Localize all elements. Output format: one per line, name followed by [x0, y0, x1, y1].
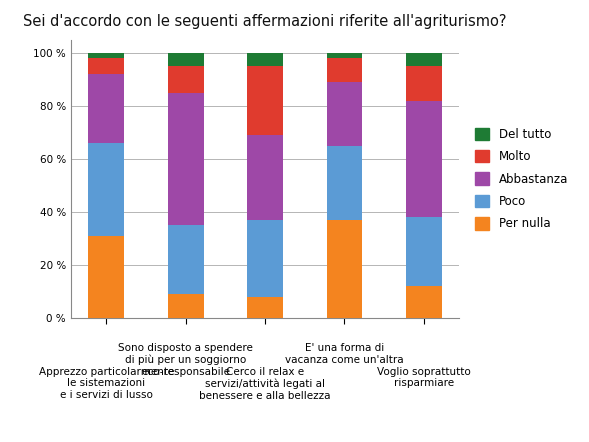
- Title: Sei d'accordo con le seguenti affermazioni riferite all'agriturismo?: Sei d'accordo con le seguenti affermazio…: [24, 14, 507, 29]
- Bar: [88, 58, 124, 74]
- Bar: [326, 220, 362, 318]
- Bar: [406, 101, 442, 217]
- Bar: [406, 53, 442, 66]
- Bar: [168, 93, 204, 225]
- Bar: [88, 53, 124, 58]
- Bar: [326, 58, 362, 82]
- Bar: [406, 286, 442, 318]
- Bar: [247, 220, 283, 297]
- Text: E' una forma di
vacanza come un'altra: E' una forma di vacanza come un'altra: [285, 343, 404, 365]
- Bar: [88, 74, 124, 143]
- Text: Sono disposto a spendere
di più per un soggiorno
eco-responsabile: Sono disposto a spendere di più per un s…: [118, 343, 253, 377]
- Bar: [247, 297, 283, 318]
- Legend: Del tutto, Molto, Abbastanza, Poco, Per nulla: Del tutto, Molto, Abbastanza, Poco, Per …: [469, 122, 574, 236]
- Bar: [406, 217, 442, 286]
- Bar: [88, 143, 124, 236]
- Bar: [326, 53, 362, 58]
- Bar: [326, 82, 362, 146]
- Bar: [326, 146, 362, 220]
- Text: Voglio soprattutto
risparmiare: Voglio soprattutto risparmiare: [377, 367, 471, 389]
- Text: Cerco il relax e
servizi/attività legati al
benessere e alla bellezza: Cerco il relax e servizi/attività legati…: [199, 367, 331, 400]
- Bar: [247, 53, 283, 66]
- Bar: [247, 66, 283, 135]
- Bar: [88, 236, 124, 318]
- Bar: [168, 294, 204, 318]
- Bar: [168, 53, 204, 66]
- Bar: [168, 66, 204, 93]
- Bar: [168, 225, 204, 294]
- Bar: [406, 66, 442, 101]
- Text: Apprezzo particolarmente
le sistemazioni
e i servizi di lusso: Apprezzo particolarmente le sistemazioni…: [38, 367, 174, 400]
- Bar: [247, 135, 283, 220]
